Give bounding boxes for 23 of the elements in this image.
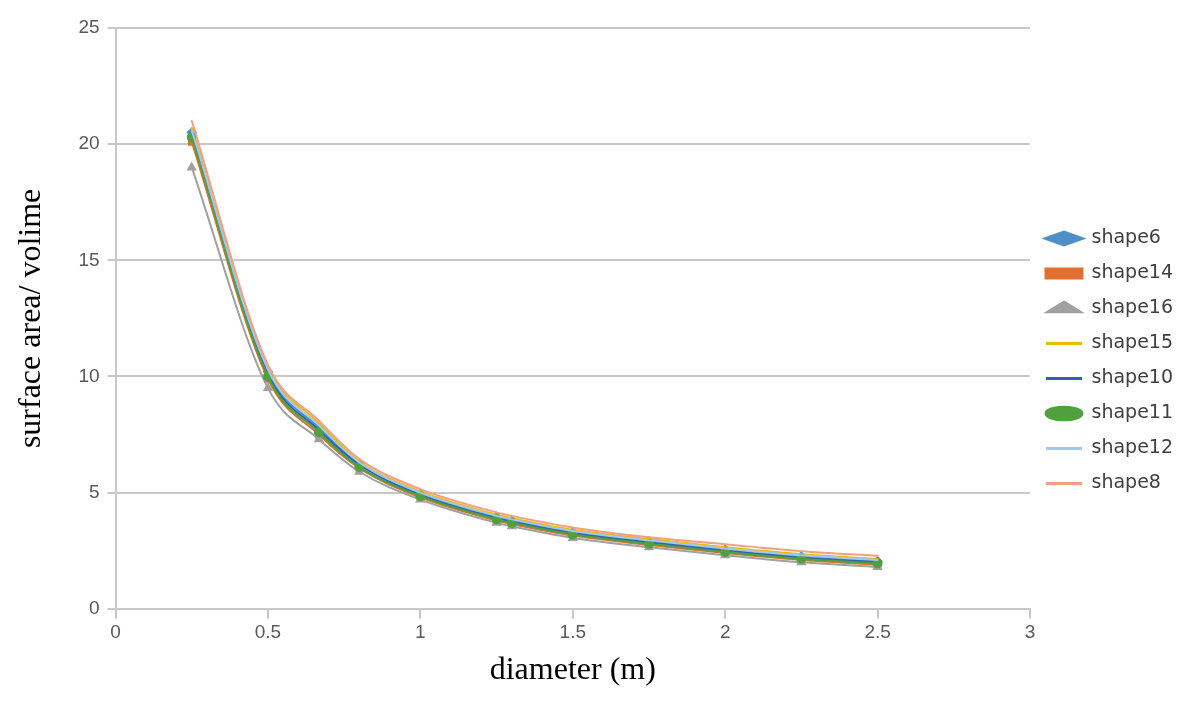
x-tick-label: 1.5 — [559, 621, 586, 643]
legend-label: shape6 — [1091, 225, 1161, 248]
x-tick-label: 0 — [110, 621, 121, 643]
y-tick-label: 0 — [88, 597, 100, 619]
legend-label: shape11 — [1091, 400, 1173, 423]
y-axis-title: surface area/ volime — [10, 188, 47, 449]
x-tick-label: 0.5 — [254, 621, 282, 643]
y-tick-label: 10 — [78, 364, 100, 386]
x-tick-label: 1 — [415, 621, 426, 643]
legend-label: shape16 — [1091, 295, 1173, 318]
legend-label: shape10 — [1091, 365, 1173, 388]
legend-label: shape14 — [1091, 260, 1173, 283]
x-axis-title: diameter (m) — [489, 650, 656, 687]
legend-label: shape8 — [1091, 470, 1161, 493]
y-tick-label: 15 — [78, 248, 100, 270]
y-tick-label: 25 — [78, 16, 100, 38]
y-tick-label: 20 — [78, 132, 100, 154]
x-tick-label: 2 — [719, 621, 731, 643]
legend-label: shape15 — [1091, 330, 1173, 353]
legend-label: shape12 — [1091, 435, 1173, 458]
x-tick-label: 3 — [1024, 621, 1036, 643]
y-tick-label: 5 — [88, 480, 100, 502]
x-tick-label: 2.5 — [864, 621, 891, 643]
